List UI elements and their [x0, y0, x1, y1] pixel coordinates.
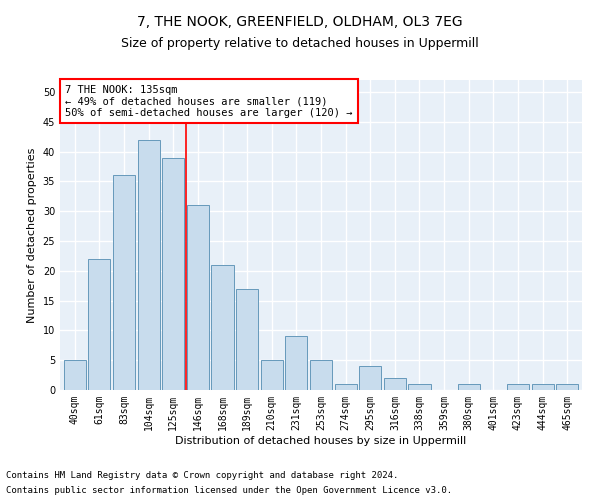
- Bar: [137, 140, 160, 390]
- Bar: [64, 360, 86, 390]
- Bar: [556, 384, 578, 390]
- Bar: [211, 265, 233, 390]
- Bar: [335, 384, 357, 390]
- Bar: [113, 176, 135, 390]
- Bar: [507, 384, 529, 390]
- Bar: [359, 366, 382, 390]
- Text: Contains public sector information licensed under the Open Government Licence v3: Contains public sector information licen…: [6, 486, 452, 495]
- Bar: [409, 384, 431, 390]
- Text: Contains HM Land Registry data © Crown copyright and database right 2024.: Contains HM Land Registry data © Crown c…: [6, 471, 398, 480]
- Bar: [532, 384, 554, 390]
- Bar: [285, 336, 307, 390]
- Bar: [458, 384, 480, 390]
- Bar: [162, 158, 184, 390]
- Bar: [88, 259, 110, 390]
- Bar: [187, 205, 209, 390]
- Text: 7, THE NOOK, GREENFIELD, OLDHAM, OL3 7EG: 7, THE NOOK, GREENFIELD, OLDHAM, OL3 7EG: [137, 15, 463, 29]
- Text: Size of property relative to detached houses in Uppermill: Size of property relative to detached ho…: [121, 38, 479, 51]
- Bar: [310, 360, 332, 390]
- Bar: [384, 378, 406, 390]
- X-axis label: Distribution of detached houses by size in Uppermill: Distribution of detached houses by size …: [175, 436, 467, 446]
- Bar: [236, 288, 258, 390]
- Bar: [260, 360, 283, 390]
- Y-axis label: Number of detached properties: Number of detached properties: [27, 148, 37, 322]
- Text: 7 THE NOOK: 135sqm
← 49% of detached houses are smaller (119)
50% of semi-detach: 7 THE NOOK: 135sqm ← 49% of detached hou…: [65, 84, 353, 118]
